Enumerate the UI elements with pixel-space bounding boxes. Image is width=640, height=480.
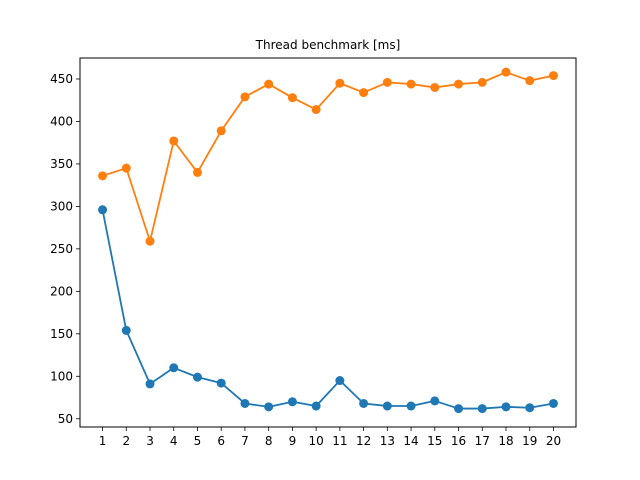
plot-area: 1 2 3 4 5 6 7 8 9 10 11 12 13 14 15 16 17 18 19 20501001502… [50,67,561,448]
series-2-point [548,71,558,81]
x-tick-label: 11 [332,434,347,448]
x-tick-label: 12 [356,434,371,448]
series-1-point [287,397,297,407]
series-1-point [548,398,558,408]
x-tick-label: 9 [289,434,297,448]
y-tick-label: 250 [50,242,73,256]
series-2-point [287,93,297,103]
x-tick-label: 2 [122,434,130,448]
chart-title: Thread benchmark [ms] [255,38,401,52]
y-tick-label: 50 [58,412,73,426]
series-2-point [406,79,416,89]
series-2-point [311,105,321,115]
series-2-point [382,77,392,87]
series-2-point [454,79,464,89]
x-tick-label: 3 [146,434,154,448]
series-1-point [454,404,464,414]
axes-frame [79,57,577,428]
series-2-point [525,76,535,86]
x-tick-label: 19 [522,434,537,448]
y-tick-label: 150 [50,327,73,341]
series-1-point [430,396,440,406]
series-1-point [406,401,416,411]
x-tick-label: 6 [217,434,225,448]
series-2-point [145,236,155,246]
series-2-point [121,163,131,173]
series-2-point [264,79,274,89]
x-tick-label: 20 [546,434,561,448]
series-1-point [525,403,535,413]
x-tick-label: 17 [475,434,490,448]
series-1-point [145,379,155,389]
x-tick-label: 4 [170,434,178,448]
x-tick-label: 5 [194,434,202,448]
series-2-point [216,126,226,136]
series-1-point [216,378,226,388]
series-1-point [335,376,345,386]
series-2-point [430,82,440,92]
series-1-point [359,398,369,408]
x-tick-label: 8 [265,434,273,448]
series-2-point [98,171,108,181]
series-1-point [240,398,250,408]
series-2-point [240,92,250,102]
x-tick-label: 14 [403,434,418,448]
series-1-point [192,372,202,382]
series-1-point [121,325,131,335]
series-2-point [169,136,179,146]
y-tick-label: 450 [50,72,73,86]
series-2-point [359,88,369,98]
series-1-point [477,404,487,414]
x-tick-label: 15 [427,434,442,448]
x-tick-label: 1 [99,434,107,448]
series-2-point [477,77,487,87]
y-tick-label: 100 [50,369,73,383]
x-tick-label: 16 [451,434,466,448]
y-tick-label: 300 [50,199,73,213]
series-1-point [311,401,321,411]
series-1-point [501,402,511,412]
x-tick-label: 18 [498,434,513,448]
x-tick-label: 10 [308,434,323,448]
series-1-point [382,401,392,411]
series-2-point [335,78,345,88]
x-tick-label: 13 [380,434,395,448]
y-tick-label: 200 [50,284,73,298]
series-2-point [192,167,202,177]
series-1-point [169,363,179,373]
series-2-point [501,67,511,77]
x-tick-label: 7 [241,434,249,448]
series-1-point [98,205,108,215]
y-tick-label: 350 [50,157,73,171]
y-tick-label: 400 [50,114,73,128]
series-1-point [264,402,274,412]
